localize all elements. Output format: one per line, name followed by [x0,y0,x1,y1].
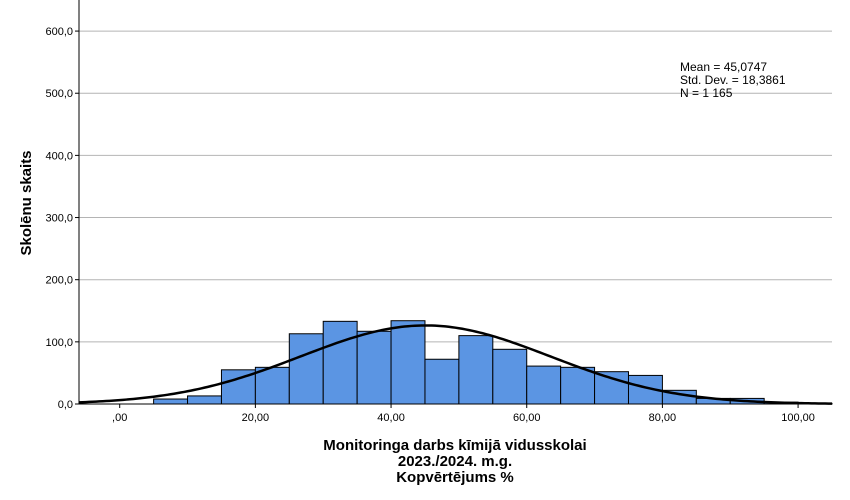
histogram-bar [492,348,528,405]
stat-mean: Mean = 45,0747 [680,60,767,74]
x-tick-label: 100,00 [781,412,815,424]
histogram-bars [153,320,833,405]
histogram-bar [356,330,392,405]
histogram-bar [288,333,324,405]
y-tick-label: 300,0 [45,213,73,225]
x-tick-label: 60,00 [513,412,541,424]
x-tick-label: 20,00 [242,412,270,424]
x-axis-label-line-2: 2023./2024. m.g. [398,453,512,470]
x-tick-label: 80,00 [649,412,677,424]
normal-curve [78,324,833,405]
y-axis-label: Skolēnu skaits [18,150,35,255]
histogram-bar [187,395,222,405]
y-tick-label: 200,0 [45,275,73,287]
histogram-bar [594,371,629,405]
x-tick-labels: ,00 20,00 40,00 60,00 80,00 100,00 [112,404,815,424]
y-tick-labels: 0,0 100,0 200,0 300,0 400,0 500,0 600,0 [45,26,79,411]
histogram-bar [458,335,494,405]
x-tick-label: ,00 [112,412,127,424]
histogram-bar [153,398,189,405]
histogram-bar [560,366,596,405]
histogram-bar [390,320,426,405]
y-tick-label: 100,0 [45,337,73,349]
stat-std-dev: Std. Dev. = 18,3861 [680,73,786,87]
y-tick-label: 500,0 [45,88,73,100]
y-tick-label: 400,0 [45,150,73,162]
histogram-bar [254,366,290,405]
y-tick-label: 0,0 [58,399,73,411]
gridlines [79,30,832,343]
histogram-bar [322,320,358,405]
histogram-bar [526,365,562,405]
x-tick-label: 40,00 [377,412,405,424]
y-tick-label: 600,0 [45,26,73,38]
x-axis-label-line-1: Monitoringa darbs kīmijā vidusskolai [323,437,586,454]
histogram-bar [424,358,460,405]
stat-n: N = 1 165 [680,86,733,100]
x-axis-label-line-3: Kopvērtējums % [396,469,514,486]
